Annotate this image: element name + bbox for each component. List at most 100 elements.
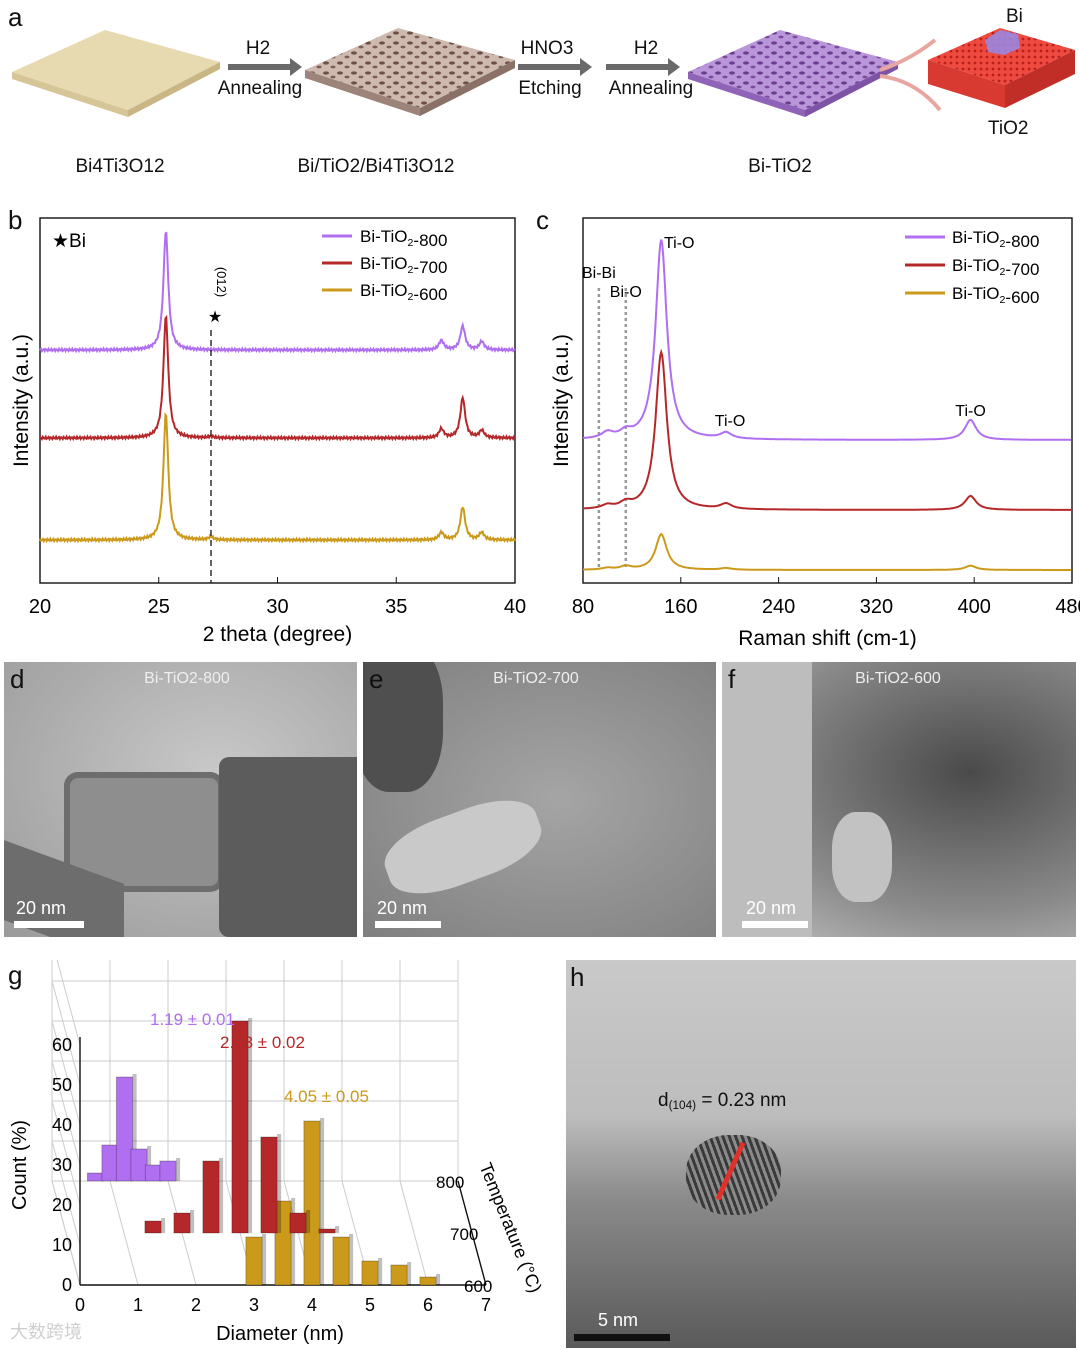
arrow-3 [606,58,680,76]
bar-side [190,1210,195,1233]
bi-tio2-plate [688,30,898,110]
x-tick-label: 80 [572,596,594,618]
label-bi: Bi [1006,6,1023,27]
peak-annotation: Bi-O [610,284,642,301]
histogram-bar [390,1264,408,1286]
x-tick-label: 320 [860,596,893,618]
panel-g-label: g [8,960,23,990]
histogram-bar [101,1144,119,1182]
particle-shape-2 [219,757,357,937]
tem-image-d: d Bi-TiO2-800 20 nm [4,662,357,937]
void-shape [375,786,551,908]
x-tick-label: 7 [481,1295,491,1315]
panel-e-label: e [369,664,384,694]
x-tick-label: 25 [148,596,170,618]
peak-annotation: Ti-O [715,413,746,430]
panel-f-label: f [728,664,736,694]
xrd-series-line [39,412,516,544]
bar-side [378,1258,383,1285]
bar-side [407,1262,412,1285]
step1-top: H2 [245,38,271,59]
peak-annotation: Ti-O [955,403,986,420]
bi-cluster [985,30,1020,55]
scale-bar-f [742,921,808,928]
peak-label: (012) [214,267,229,297]
z-tick-label: 800 [436,1173,464,1192]
bar-side [176,1158,181,1181]
x-tick-label: 35 [385,596,407,618]
bar-side [132,1074,137,1181]
xrd-series-line [39,314,516,442]
histogram-bar [318,1228,336,1234]
y-axis-label: Intensity (a.u.) [10,334,33,467]
synthesis-schematic [12,28,1075,117]
step2-bottom: Etching [518,78,582,99]
peak-annotation: Ti-O [664,235,695,252]
tem-f-title: Bi-TiO2-600 [855,670,941,687]
histogram-bar [173,1212,191,1234]
x-tick-label: 0 [75,1295,85,1315]
watermark: 大数跨境 [10,1322,82,1342]
bi4ti3o12-plate [12,30,220,110]
x-axis-label: Raman shift (cm-1) [738,627,917,650]
hrtem-image-h: h d(104) = 0.23 nm 5 nm [566,960,1076,1348]
y-tick-label: 30 [52,1155,72,1175]
z-axis-label: Temperature (°C) [475,1160,545,1296]
histogram-bar [144,1220,162,1234]
mean-size-label: 1.19 ± 0.01 [150,1010,235,1029]
panel-b-label: b [8,205,23,235]
x-tick-label: 6 [423,1295,433,1315]
scale-bar-e [375,921,441,928]
z-tick-label: 600 [464,1277,492,1296]
bar-side [349,1234,354,1285]
panel-c-label: c [536,205,549,235]
mean-size-label: 2.83 ± 0.02 [220,1033,305,1052]
grid-line [56,960,81,1046]
y-tick-label: 50 [52,1075,72,1095]
y-axis-label: Intensity (a.u.) [550,334,573,467]
grid-line [51,1020,81,1126]
scale-bar-d [14,921,84,928]
z-tick-label: 700 [450,1225,478,1244]
histogram-bar [115,1076,134,1182]
x-tick-label: 400 [958,596,991,618]
step2-top: HNO3 [520,38,574,59]
grid-line [51,1180,81,1286]
grid-line [51,980,81,1086]
arrow-1 [228,58,302,76]
arrow-2 [518,58,592,76]
x-tick-label: 40 [504,596,526,618]
bar-side [277,1134,282,1233]
bar-side [262,1234,267,1285]
histogram-bar [303,1120,321,1286]
marker-legend: ★Bi [52,231,86,252]
bar-side [161,1218,166,1233]
raman-chart: 80 160 240 320 400 480 Raman shift (cm-1) Inten… [550,217,1080,650]
bi-star-marker: ★ [208,309,222,326]
z-axis [457,1180,487,1286]
legend-label: Bi-TiO2-700 [952,256,1039,279]
d-spacing-value: = 0.23 nm [701,1090,787,1111]
step1-bottom: Annealing [217,78,303,99]
tem-e-title: Bi-TiO2-700 [493,670,579,687]
particle-shape [363,662,443,792]
histogram-bar [260,1136,278,1234]
bar-side [219,1158,224,1233]
histogram-bar [202,1160,220,1234]
y-tick-label: 10 [52,1235,72,1255]
mean-size-label: 4.05 ± 0.05 [284,1087,369,1106]
x-tick-label: 1 [133,1295,143,1315]
tem-image-e: e Bi-TiO2-700 20 nm [363,662,716,937]
x-axis-label: 2 theta (degree) [203,623,352,646]
x-tick-label: 480 [1055,596,1080,618]
histogram-bar [419,1276,437,1286]
x-tick-label: 20 [29,596,51,618]
void-shape [832,812,892,902]
legend-label: Bi-TiO2-600 [360,281,447,304]
histogram-bar [274,1200,292,1286]
scale-h-text: 5 nm [598,1310,639,1330]
x-tick-label: 160 [664,596,697,618]
d-spacing-label: d(104) = 0.23 nm [658,1090,787,1112]
histogram-bar [130,1148,148,1182]
bar-side [320,1118,325,1285]
